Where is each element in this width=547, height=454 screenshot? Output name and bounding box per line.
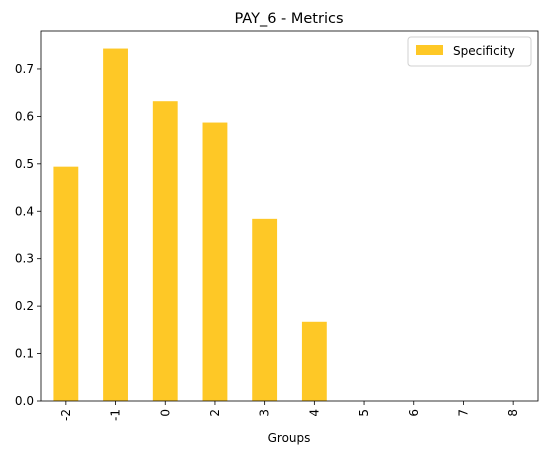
x-tick-label: -1 (109, 409, 123, 421)
y-tick-label: 0.1 (15, 347, 34, 361)
x-tick-label: 0 (158, 409, 172, 417)
x-tick-label: 5 (357, 409, 371, 417)
y-axis: 0.0 0.1 0.2 0.3 0.4 0.5 0.6 0.7 (15, 62, 41, 408)
x-axis-label: Groups (268, 431, 311, 445)
x-axis: -2 -1 0 2 3 4 5 6 7 8 (59, 401, 520, 421)
x-tick-label: 3 (258, 409, 272, 417)
bar-3 (252, 218, 278, 401)
y-tick-label: 0.7 (15, 62, 34, 76)
x-tick-label: 8 (506, 409, 520, 417)
x-tick-label: 4 (307, 409, 321, 417)
bar-4 (301, 321, 327, 401)
y-tick-label: 0.4 (15, 204, 34, 218)
bars-group (53, 48, 327, 402)
y-tick-label: 0.0 (15, 394, 34, 408)
y-tick-label: 0.3 (15, 252, 34, 266)
bar-0 (152, 101, 178, 401)
y-tick-label: 0.5 (15, 157, 34, 171)
x-tick-label: -2 (59, 409, 73, 421)
chart-title: PAY_6 - Metrics (234, 11, 343, 27)
legend-box (407, 36, 532, 67)
y-tick-label: 0.2 (15, 299, 34, 313)
bar-2 (202, 122, 228, 402)
legend-label: Specificity (453, 44, 515, 58)
bar--1 (103, 48, 128, 402)
y-tick-label: 0.6 (15, 109, 34, 123)
legend-swatch (416, 45, 443, 55)
plot-frame (40, 30, 539, 402)
legend: Specificity (407, 36, 532, 67)
x-tick-label: 6 (407, 409, 421, 417)
x-tick-label: 7 (456, 409, 470, 417)
x-tick-label: 2 (208, 409, 222, 417)
bar--2 (53, 166, 79, 401)
